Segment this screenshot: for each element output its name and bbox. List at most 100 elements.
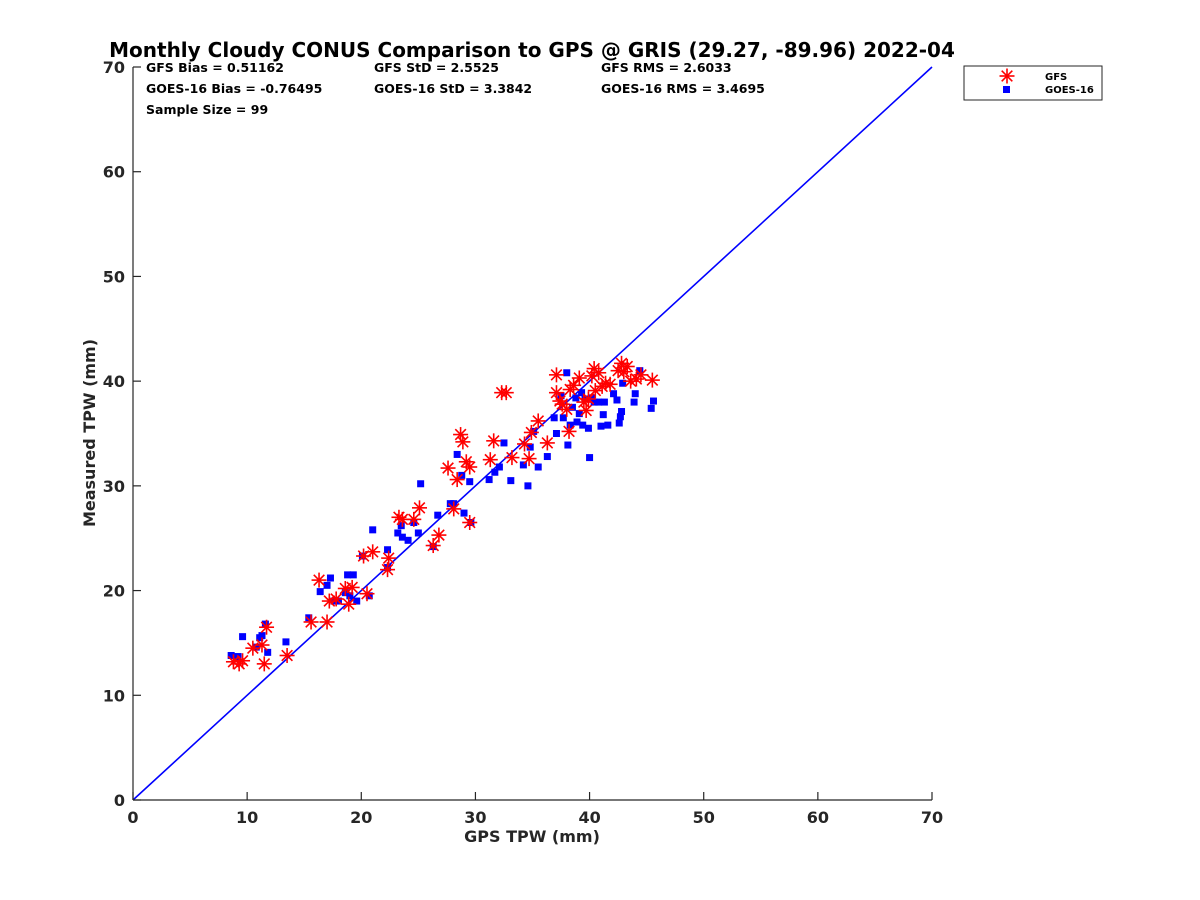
- goes16-point: [586, 454, 594, 462]
- gfs-point: [337, 580, 353, 596]
- gfs-point: [486, 433, 502, 449]
- goes16-point: [404, 536, 412, 544]
- goes16-point: [524, 482, 532, 490]
- goes16-point: [466, 478, 474, 486]
- y-tick-label: 60: [103, 163, 125, 182]
- x-axis-label: GPS TPW (mm): [464, 827, 600, 846]
- gfs-point: [341, 596, 357, 612]
- stat-text: GFS StD = 2.5525: [374, 60, 499, 75]
- gfs-point: [644, 372, 660, 388]
- series-layer: [132, 66, 933, 801]
- goes16-point: [344, 571, 352, 579]
- gfs-point: [561, 423, 577, 439]
- axes-layer: [132, 67, 932, 801]
- gfs-point: [365, 544, 381, 560]
- goes16-point: [566, 421, 574, 429]
- y-ticks: 0 10 20 30 40 50 60 70: [103, 58, 141, 810]
- chart-title: Monthly Cloudy CONUS Comparison to GPS @…: [109, 38, 955, 62]
- goes16-point: [636, 367, 644, 375]
- gfs-point: [303, 614, 319, 630]
- goes16-point: [557, 392, 565, 400]
- gfs-point: [328, 591, 344, 607]
- gfs-point: [321, 593, 337, 609]
- goes16-point: [384, 546, 392, 554]
- y-tick-label: 70: [103, 58, 125, 77]
- gfs-point: [359, 586, 375, 602]
- gfs-point: [462, 515, 478, 531]
- goes16-point: [526, 443, 534, 451]
- goes16-point: [414, 529, 422, 537]
- gfs-point: [446, 501, 462, 517]
- goes16-point: [316, 588, 324, 596]
- goes16-point: [398, 533, 406, 541]
- x-tick-label: 0: [127, 808, 138, 827]
- legend-goes-label: GOES-16: [1045, 85, 1094, 96]
- goes16-point: [326, 574, 334, 582]
- goes16-point: [578, 389, 586, 397]
- gfs-point: [517, 436, 533, 452]
- goes16-point: [552, 430, 560, 437]
- goes16-point: [550, 414, 558, 422]
- gfs-point: [578, 402, 594, 418]
- goes16-point: [575, 410, 583, 418]
- goes16-point: [491, 468, 499, 476]
- stat-text: GFS Bias = 0.51162: [146, 60, 284, 75]
- y-tick-label: 0: [114, 791, 125, 810]
- gfs-point: [259, 619, 275, 635]
- gfs-point: [521, 451, 537, 467]
- goes16-point: [631, 390, 639, 398]
- goes16-point: [397, 522, 405, 530]
- goes16-point: [597, 422, 605, 430]
- gfs-point: [235, 653, 251, 669]
- goes16-point: [453, 450, 461, 458]
- goes16-point: [590, 398, 598, 406]
- goes16-point: [417, 480, 425, 488]
- goes16-point: [559, 414, 567, 422]
- legend-gfs-label: GFS: [1045, 72, 1067, 83]
- stat-text: GOES-16 StD = 3.3842: [374, 81, 532, 96]
- goes16-point: [613, 396, 621, 404]
- y-tick-label: 20: [103, 582, 125, 601]
- goes16-point: [618, 408, 626, 416]
- gfs-point: [559, 401, 575, 417]
- goes16-point: [630, 398, 638, 406]
- goes16-point: [604, 421, 612, 429]
- goes16-point: [394, 529, 402, 537]
- goes16-point: [584, 424, 592, 432]
- gfs-point: [633, 367, 649, 383]
- gfs-point: [406, 511, 422, 527]
- x-tick-label: 60: [807, 808, 829, 827]
- gfs-point: [580, 391, 596, 407]
- goes16-point: [261, 620, 269, 628]
- gfs-point: [319, 614, 335, 630]
- goes16-point: [647, 404, 655, 412]
- goes16-point: [649, 397, 657, 405]
- gfs-point: [279, 647, 295, 663]
- goes16-point: [568, 403, 576, 411]
- goes16-point: [252, 643, 260, 651]
- x-tick-label: 20: [350, 808, 372, 827]
- goes16-point: [519, 461, 527, 469]
- goes16-point: [579, 421, 587, 429]
- goes16-point: [495, 463, 503, 471]
- x-tick-label: 10: [236, 808, 258, 827]
- legend-goes-marker: [1003, 86, 1010, 93]
- goes16-point: [595, 398, 603, 406]
- stat-text: GOES-16 Bias = -0.76495: [146, 81, 322, 96]
- goes16-point: [615, 419, 623, 427]
- gfs-point: [254, 637, 270, 653]
- gfs-point: [440, 460, 456, 476]
- gfs-point: [449, 472, 465, 488]
- y-tick-label: 30: [103, 477, 125, 496]
- goes16-point: [543, 453, 551, 461]
- gfs-point: [504, 450, 520, 466]
- gfs-point: [498, 385, 514, 401]
- gfs-point: [523, 424, 539, 440]
- gfs-point: [539, 435, 555, 451]
- y-tick-label: 40: [103, 372, 125, 391]
- gfs-point: [311, 572, 327, 588]
- gfs-point: [256, 656, 272, 672]
- x-tick-label: 50: [693, 808, 715, 827]
- goes16-point: [573, 418, 581, 426]
